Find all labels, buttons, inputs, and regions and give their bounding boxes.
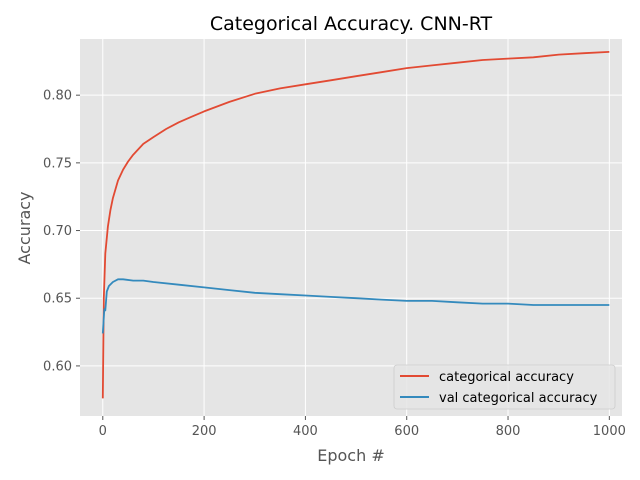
x-tick-label: 1000 — [593, 424, 626, 439]
legend-box — [393, 364, 616, 410]
legend: categorical accuracy val categorical acc… — [393, 364, 616, 410]
y-tick-label: 0.80 — [43, 89, 72, 104]
plot-area — [80, 39, 622, 416]
x-grid — [102, 39, 610, 416]
y-tick-label: 0.60 — [43, 359, 72, 374]
y-axis-label: Accuracy — [15, 191, 34, 264]
x-tick-label: 400 — [293, 424, 318, 439]
x-tick-label: 200 — [192, 424, 217, 439]
series-group — [101, 51, 610, 399]
y-tick-label: 0.75 — [43, 156, 72, 171]
x-axis-ticks: 0 200 400 600 800 1000 — [99, 416, 626, 439]
y-axis-ticks: 0.60 0.65 0.70 0.75 0.80 — [43, 89, 80, 374]
x-tick-label: 800 — [496, 424, 521, 439]
x-tick-label: 600 — [394, 424, 419, 439]
series-line-val-categorical-accuracy — [101, 278, 610, 334]
x-axis-label: Epoch # — [317, 446, 384, 465]
x-tick-label: 0 — [99, 424, 107, 439]
chart-title: Categorical Accuracy. CNN-RT — [210, 13, 493, 35]
legend-label-val-categorical-accuracy: val categorical accuracy — [439, 391, 598, 406]
series-line-categorical-accuracy — [101, 51, 610, 399]
legend-label-categorical-accuracy: categorical accuracy — [439, 370, 574, 385]
y-tick-label: 0.70 — [43, 224, 72, 239]
y-tick-label: 0.65 — [43, 292, 72, 307]
